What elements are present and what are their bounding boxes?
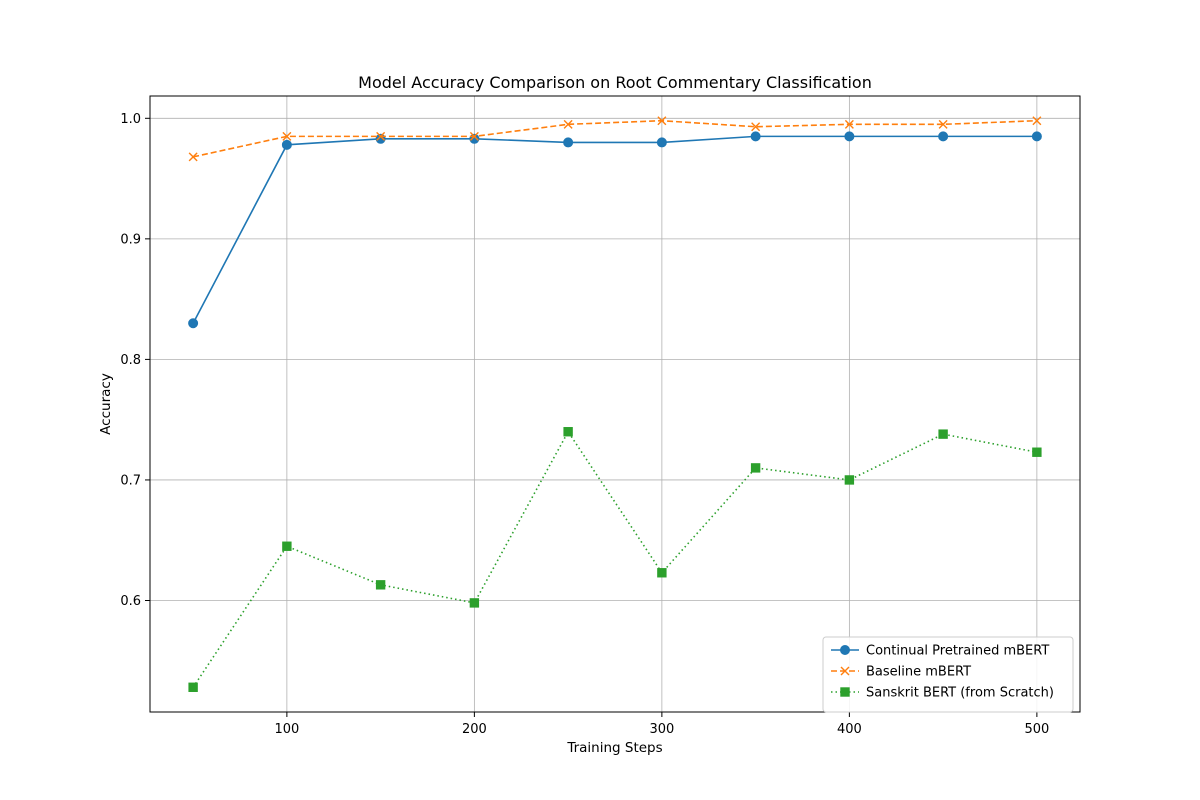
x-tick-label: 300 [649,722,674,737]
y-tick-label: 0.7 [120,473,141,488]
legend-box [822,636,1074,713]
y-axis-label: Accuracy [98,373,114,435]
data-point [938,131,949,142]
chart-title: Model Accuracy Comparison on Root Commen… [358,73,872,92]
legend-marker [840,645,850,655]
data-point [563,427,573,437]
data-point [844,475,855,485]
data-point [563,137,574,148]
data-point [282,541,292,551]
plot-frame [149,95,1081,713]
data-point [657,116,667,126]
legend-marker [840,666,850,676]
series-line [192,135,1037,324]
data-point [375,580,386,590]
legend-label: Sanskrit BERT (from Scratch) [866,686,1054,701]
data-point [656,137,667,148]
legend-label: Continual Pretrained mBERT [866,644,1049,659]
legend-item: Sanskrit BERT (from Scratch) [831,686,1054,701]
legend: Continual Pretrained mBERT Baseline mBERT… [822,636,1074,713]
x-tick-label: 500 [1024,722,1049,737]
gridlines [150,96,1080,712]
series-line [192,430,1038,688]
data-point [469,598,480,608]
data-point [282,131,292,141]
x-tick-label: 100 [274,722,299,737]
data-point [844,119,854,129]
series-3 [188,427,1042,692]
legend-marker [840,687,850,697]
data-point [1031,131,1042,142]
series-layer [188,116,1042,692]
x-axis-label: Training Steps [566,740,662,756]
x-tick-label: 200 [462,722,487,737]
y-tick-label: 0.6 [120,594,141,609]
legend-item: Continual Pretrained mBERT [831,644,1049,659]
data-point [469,131,479,141]
data-point [563,119,573,129]
data-point [657,568,667,578]
series-1 [188,131,1042,329]
data-point [844,131,855,142]
data-point [188,682,198,692]
data-point [1032,447,1042,457]
data-point [1032,116,1042,126]
data-point [188,152,198,162]
x-tick-label: 400 [837,722,862,737]
data-point [750,131,761,142]
data-point [938,429,948,439]
data-point [188,318,199,329]
series-line [192,119,1037,158]
y-axis: 0.6 0.7 0.8 0.9 1.0 [120,112,150,609]
data-point [376,131,386,141]
y-tick-label: 0.9 [120,232,141,247]
series-2 [188,116,1042,162]
data-point [751,122,761,132]
y-tick-label: 1.0 [120,112,141,127]
y-tick-label: 0.8 [120,353,141,368]
x-axis: 100 200 300 400 500 [274,712,1049,737]
legend-item: Baseline mBERT [831,665,971,680]
legend-label: Baseline mBERT [866,665,971,680]
data-point [281,139,292,150]
data-point [938,119,948,129]
data-point [750,463,761,473]
